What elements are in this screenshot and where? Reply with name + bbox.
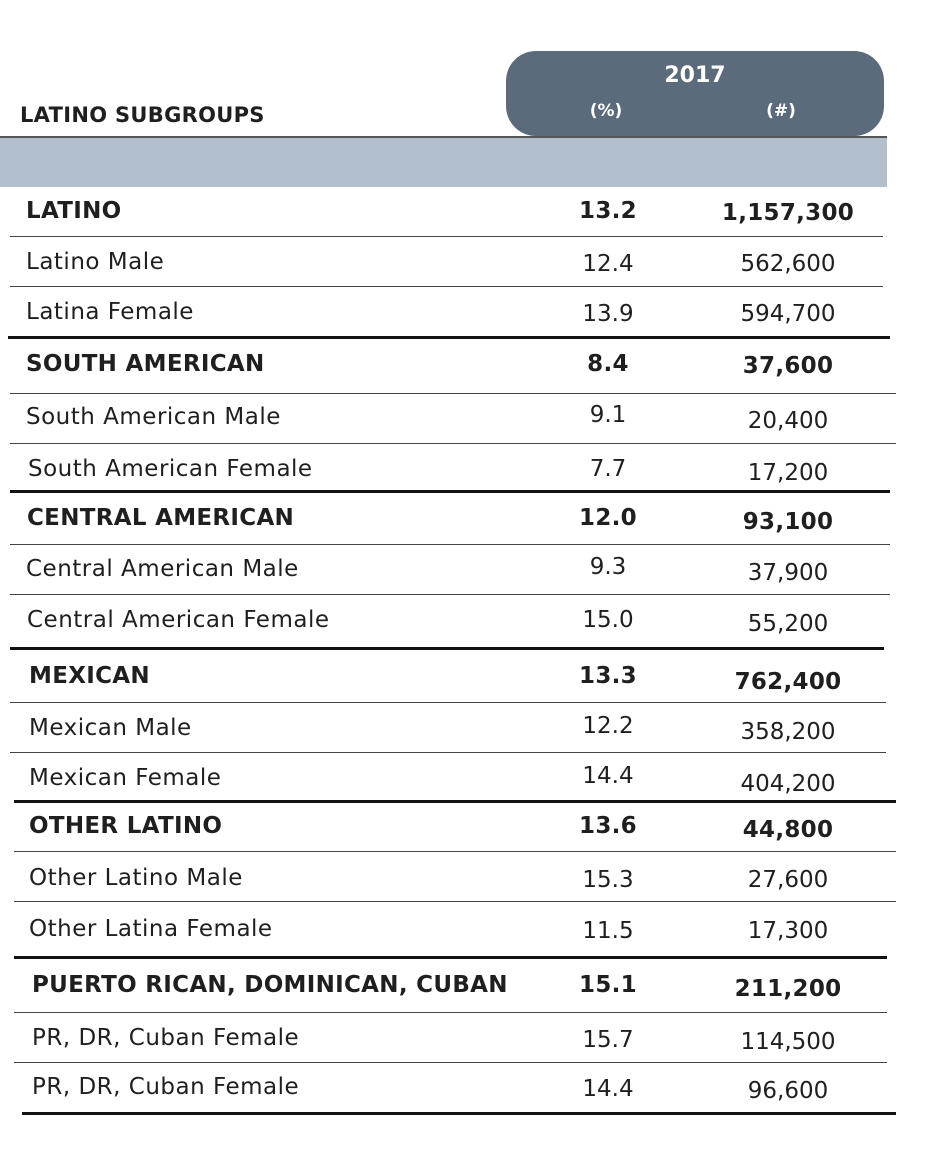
row-divider xyxy=(10,702,886,703)
subgroup-name: Other Latino Male xyxy=(29,865,243,891)
count-value: 114,500 xyxy=(740,1029,836,1055)
row-divider xyxy=(14,1062,887,1063)
section-divider xyxy=(14,956,887,959)
header-band xyxy=(0,138,887,187)
percent-value: 8.4 xyxy=(587,351,629,377)
subgroup-name: Other Latina Female xyxy=(29,916,273,942)
subgroup-name: MEXICAN xyxy=(29,663,150,689)
row-divider xyxy=(14,901,896,902)
percent-value: 11.5 xyxy=(582,918,634,944)
row-divider xyxy=(10,594,890,595)
count-value: 55,200 xyxy=(747,611,829,637)
row-divider xyxy=(10,752,886,753)
subgroup-name: PR, DR, Cuban Female xyxy=(32,1025,300,1051)
percent-value: 7.7 xyxy=(589,456,627,482)
subgroup-name: Central American Female xyxy=(27,607,330,633)
percent-value: 14.4 xyxy=(582,763,634,789)
subgroup-name: South American Female xyxy=(28,456,313,482)
percent-value: 13.6 xyxy=(579,813,637,839)
section-divider xyxy=(10,490,890,493)
count-value: 37,900 xyxy=(747,560,829,586)
count-value: 211,200 xyxy=(734,976,842,1002)
row-divider xyxy=(14,1012,887,1013)
subgroup-name: LATINO xyxy=(26,198,122,224)
subgroup-name: South American Male xyxy=(26,404,281,430)
percent-value: 12.0 xyxy=(579,505,637,531)
subgroup-name: Mexican Male xyxy=(29,715,192,741)
percent-value: 13.9 xyxy=(582,301,634,327)
percent-value: 15.3 xyxy=(582,867,634,893)
count-column-header: (#) xyxy=(766,101,796,121)
count-value: 562,600 xyxy=(740,251,836,277)
percent-value: 12.4 xyxy=(582,251,634,277)
count-value: 17,300 xyxy=(747,918,829,944)
percent-value: 15.1 xyxy=(579,972,637,998)
subgroup-name: Central American Male xyxy=(26,556,299,582)
percent-value: 15.7 xyxy=(582,1027,634,1053)
count-value: 93,100 xyxy=(742,509,834,535)
count-value: 37,600 xyxy=(742,353,834,379)
subgroup-name: Latina Female xyxy=(26,299,194,325)
row-divider xyxy=(10,286,883,287)
percent-value: 14.4 xyxy=(582,1076,634,1102)
percent-value: 15.0 xyxy=(582,607,634,633)
count-value: 44,800 xyxy=(742,817,834,843)
count-value: 27,600 xyxy=(747,867,829,893)
section-divider xyxy=(22,1112,896,1115)
subgroup-name: Mexican Female xyxy=(29,765,222,791)
header-divider xyxy=(0,136,887,138)
row-divider xyxy=(10,236,883,237)
count-value: 762,400 xyxy=(734,669,842,695)
percent-column-header: (%) xyxy=(589,101,623,121)
count-value: 1,157,300 xyxy=(721,200,855,226)
row-divider xyxy=(14,851,896,852)
row-divider xyxy=(10,393,896,394)
count-value: 20,400 xyxy=(747,408,829,434)
count-value: 594,700 xyxy=(740,301,836,327)
row-divider xyxy=(10,443,896,444)
section-divider xyxy=(14,800,896,803)
percent-value: 12.2 xyxy=(582,713,634,739)
year-header: 2017 (%) (#) xyxy=(506,51,884,136)
count-value: 358,200 xyxy=(740,719,836,745)
subgroup-name: SOUTH AMERICAN xyxy=(26,351,265,377)
subgroup-name: CENTRAL AMERICAN xyxy=(27,505,295,531)
subgroups-column-header: LATINO SUBGROUPS xyxy=(20,103,265,127)
percent-value: 9.1 xyxy=(589,402,627,428)
percent-value: 13.3 xyxy=(579,663,637,689)
count-value: 17,200 xyxy=(747,460,829,486)
percent-value: 9.3 xyxy=(589,554,627,580)
section-divider xyxy=(10,647,884,650)
year-label: 2017 xyxy=(664,63,726,88)
subgroup-name: PUERTO RICAN, DOMINICAN, CUBAN xyxy=(32,972,508,998)
count-value: 404,200 xyxy=(740,771,836,797)
section-divider xyxy=(8,336,890,339)
row-divider xyxy=(10,544,890,545)
count-value: 96,600 xyxy=(747,1078,829,1104)
subgroup-name: Latino Male xyxy=(26,249,165,275)
percent-value: 13.2 xyxy=(579,198,637,224)
subgroup-name: OTHER LATINO xyxy=(29,813,223,839)
subgroup-name: PR, DR, Cuban Female xyxy=(32,1074,300,1100)
